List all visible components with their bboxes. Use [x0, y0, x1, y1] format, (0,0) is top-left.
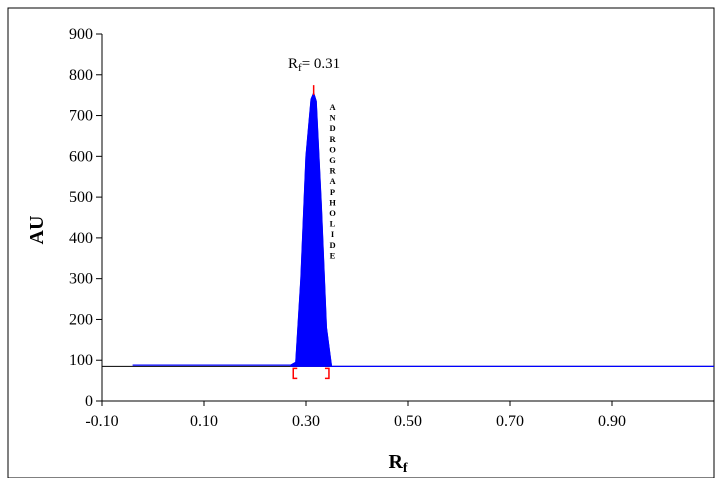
x-axis-title-main: R [388, 451, 403, 473]
compound-letter: A [329, 176, 336, 186]
peak-start-marker [292, 367, 298, 380]
peak-rf-label: Rf= 0.31 [288, 56, 340, 74]
peak-end-marker [324, 367, 330, 380]
x-tick-label: -0.10 [85, 413, 118, 430]
compound-letter: O [329, 208, 336, 218]
x-tick-label: 0.10 [190, 413, 218, 430]
compound-letter: R [329, 166, 336, 176]
peak-rf-label-main: R [288, 56, 298, 72]
y-tick-label: 800 [69, 67, 93, 84]
x-axis-title: Rf [388, 451, 407, 476]
plot-area: 0 100 200 300 400 500 600 700 800 900 -0.10 0.10 0.3… [69, 26, 714, 430]
compound-letter: P [330, 187, 335, 197]
peak-area [290, 91, 333, 367]
x-tick-label: 0.90 [598, 413, 626, 430]
y-tick-label: 500 [69, 189, 93, 206]
compound-letter: I [331, 229, 335, 239]
compound-letter: O [329, 144, 336, 154]
y-tick-label: 200 [69, 311, 93, 328]
peak-rf-label-sub: f [298, 62, 302, 74]
y-tick-label: 300 [69, 271, 93, 288]
compound-letter: D [329, 123, 335, 133]
y-tick-label: 900 [69, 26, 93, 43]
peak-rf-label-value: = 0.31 [302, 56, 340, 72]
compound-letter: E [330, 250, 336, 260]
x-tick-label: 0.50 [394, 413, 422, 430]
x-axis-title-sub: f [403, 461, 408, 476]
y-tick-label: 600 [69, 148, 93, 165]
chart-frame [7, 7, 715, 478]
y-tick-label: 0 [85, 393, 93, 410]
compound-letter: H [329, 197, 336, 207]
compound-letter: R [329, 134, 336, 144]
chromatogram-trace [132, 91, 714, 367]
compound-letter: G [329, 155, 336, 165]
y-tick-label: 400 [69, 230, 93, 247]
y-tick-label: 700 [69, 108, 93, 125]
y-axis-title: AU [26, 216, 48, 245]
compound-letter: N [329, 113, 336, 123]
compound-letter: D [329, 240, 335, 250]
x-tick-label: 0.30 [292, 413, 320, 430]
x-tick-label: 0.70 [496, 413, 524, 430]
y-tick-label: 100 [69, 352, 93, 369]
compound-letter: A [329, 102, 336, 112]
compound-letter: L [330, 219, 336, 229]
